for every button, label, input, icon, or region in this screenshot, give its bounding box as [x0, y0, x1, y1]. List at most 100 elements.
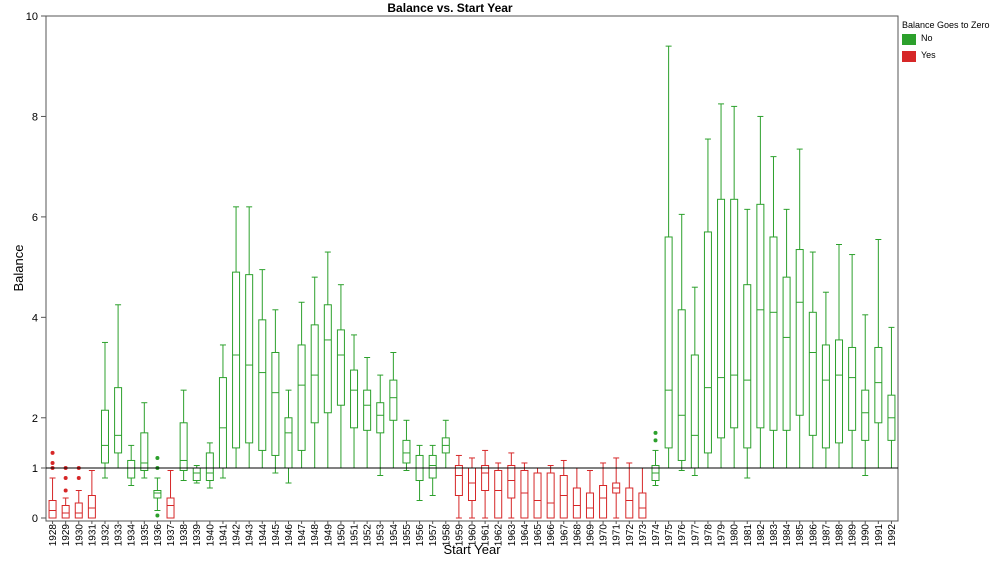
- box-1965[interactable]: [533, 467, 542, 519]
- box-1967[interactable]: [559, 459, 568, 519]
- box-1954[interactable]: [389, 351, 398, 469]
- y-tick-label: 1: [32, 463, 38, 475]
- box-1971[interactable]: [612, 457, 621, 519]
- box-1966[interactable]: [546, 464, 555, 519]
- box-1942[interactable]: [232, 206, 241, 469]
- box-1945[interactable]: [271, 309, 280, 474]
- box-1936[interactable]: [153, 455, 162, 518]
- x-tick-label: 1988: [835, 524, 846, 547]
- box-1951[interactable]: [350, 334, 359, 469]
- x-tick-label: 1972: [625, 524, 636, 547]
- legend-swatch-yes: [902, 51, 916, 62]
- box-iqr: [533, 472, 542, 519]
- box-1968[interactable]: [572, 467, 581, 519]
- x-tick-label: 1948: [310, 524, 321, 547]
- x-tick-label: 1955: [402, 524, 413, 547]
- y-tick-label: 6: [32, 212, 38, 224]
- x-tick-label: 1982: [756, 524, 767, 547]
- box-1990[interactable]: [861, 314, 870, 476]
- x-tick-label: 1986: [808, 524, 819, 547]
- box-1956[interactable]: [415, 444, 424, 501]
- box-1937[interactable]: [166, 470, 175, 519]
- legend-title: Balance Goes to Zero: [902, 20, 990, 30]
- box-1949[interactable]: [323, 251, 332, 469]
- box-1980[interactable]: [730, 105, 739, 469]
- box-1989[interactable]: [848, 254, 857, 469]
- box-1973[interactable]: [638, 467, 647, 519]
- x-tick-label: 1941: [218, 524, 229, 547]
- box-1970[interactable]: [599, 462, 608, 519]
- box-1987[interactable]: [821, 291, 830, 469]
- box-1991[interactable]: [874, 238, 883, 469]
- box-1934[interactable]: [127, 444, 136, 486]
- box-1961[interactable]: [481, 449, 490, 519]
- box-1985[interactable]: [795, 148, 804, 469]
- box-iqr: [690, 354, 699, 469]
- y-tick-label: 0: [32, 513, 38, 525]
- box-1959[interactable]: [454, 454, 463, 519]
- box-1953[interactable]: [376, 374, 385, 476]
- box-1986[interactable]: [808, 251, 817, 469]
- box-1983[interactable]: [769, 156, 778, 469]
- box-1974[interactable]: [651, 430, 660, 486]
- box-1960[interactable]: [468, 457, 476, 519]
- box-1928[interactable]: [48, 450, 57, 519]
- box-1931[interactable]: [87, 470, 96, 519]
- box-1957[interactable]: [428, 444, 437, 496]
- box-1946[interactable]: [284, 389, 293, 484]
- box-1982[interactable]: [756, 115, 765, 469]
- x-tick-label: 1949: [323, 524, 334, 547]
- box-1933[interactable]: [114, 304, 123, 469]
- box-1952[interactable]: [363, 357, 372, 469]
- box-1969[interactable]: [585, 470, 594, 519]
- box-1941[interactable]: [218, 344, 227, 479]
- box-1948[interactable]: [310, 276, 319, 469]
- box-1930[interactable]: [74, 466, 83, 519]
- box-iqr: [100, 409, 109, 464]
- box-1938[interactable]: [179, 389, 188, 481]
- box-iqr: [559, 475, 568, 519]
- box-1964[interactable]: [520, 462, 529, 519]
- box-1944[interactable]: [258, 269, 267, 469]
- box-1975[interactable]: [664, 45, 673, 469]
- box-iqr: [428, 454, 437, 479]
- x-tick-label: 1938: [179, 524, 190, 547]
- outlier-point: [50, 460, 55, 465]
- box-iqr: [874, 346, 883, 424]
- box-1929[interactable]: [61, 466, 70, 519]
- box-1962[interactable]: [494, 462, 503, 519]
- box-1977[interactable]: [690, 286, 699, 476]
- legend-item-yes[interactable]: Yes: [902, 50, 998, 64]
- outlier-point: [653, 430, 658, 435]
- box-1947[interactable]: [297, 301, 306, 469]
- x-tick-label: 1930: [74, 524, 85, 547]
- box-1943[interactable]: [245, 206, 254, 469]
- box-1984[interactable]: [782, 208, 791, 469]
- box-1963[interactable]: [507, 452, 516, 519]
- box-1958[interactable]: [441, 419, 450, 469]
- box-1940[interactable]: [205, 442, 214, 489]
- x-tick-label: 1989: [848, 524, 859, 547]
- box-1950[interactable]: [336, 284, 345, 469]
- box-1955[interactable]: [402, 419, 411, 471]
- legend-item-no[interactable]: No: [902, 33, 998, 47]
- box-1932[interactable]: [100, 341, 109, 479]
- box-iqr: [127, 459, 136, 479]
- box-1992[interactable]: [887, 326, 896, 469]
- box-iqr: [795, 249, 804, 416]
- box-1979[interactable]: [717, 103, 726, 469]
- box-1935[interactable]: [140, 402, 149, 479]
- box-iqr: [572, 487, 581, 519]
- box-1976[interactable]: [677, 213, 686, 471]
- box-iqr: [297, 344, 306, 451]
- box-1981[interactable]: [743, 208, 752, 479]
- box-iqr: [717, 198, 726, 439]
- outlier-point: [50, 450, 55, 455]
- box-1972[interactable]: [625, 462, 634, 519]
- x-tick-label: 1976: [677, 524, 688, 547]
- x-tick-label: 1969: [585, 524, 596, 547]
- outlier-point: [63, 488, 68, 493]
- box-1978[interactable]: [703, 138, 712, 469]
- box-iqr: [363, 389, 372, 431]
- box-1988[interactable]: [835, 244, 844, 469]
